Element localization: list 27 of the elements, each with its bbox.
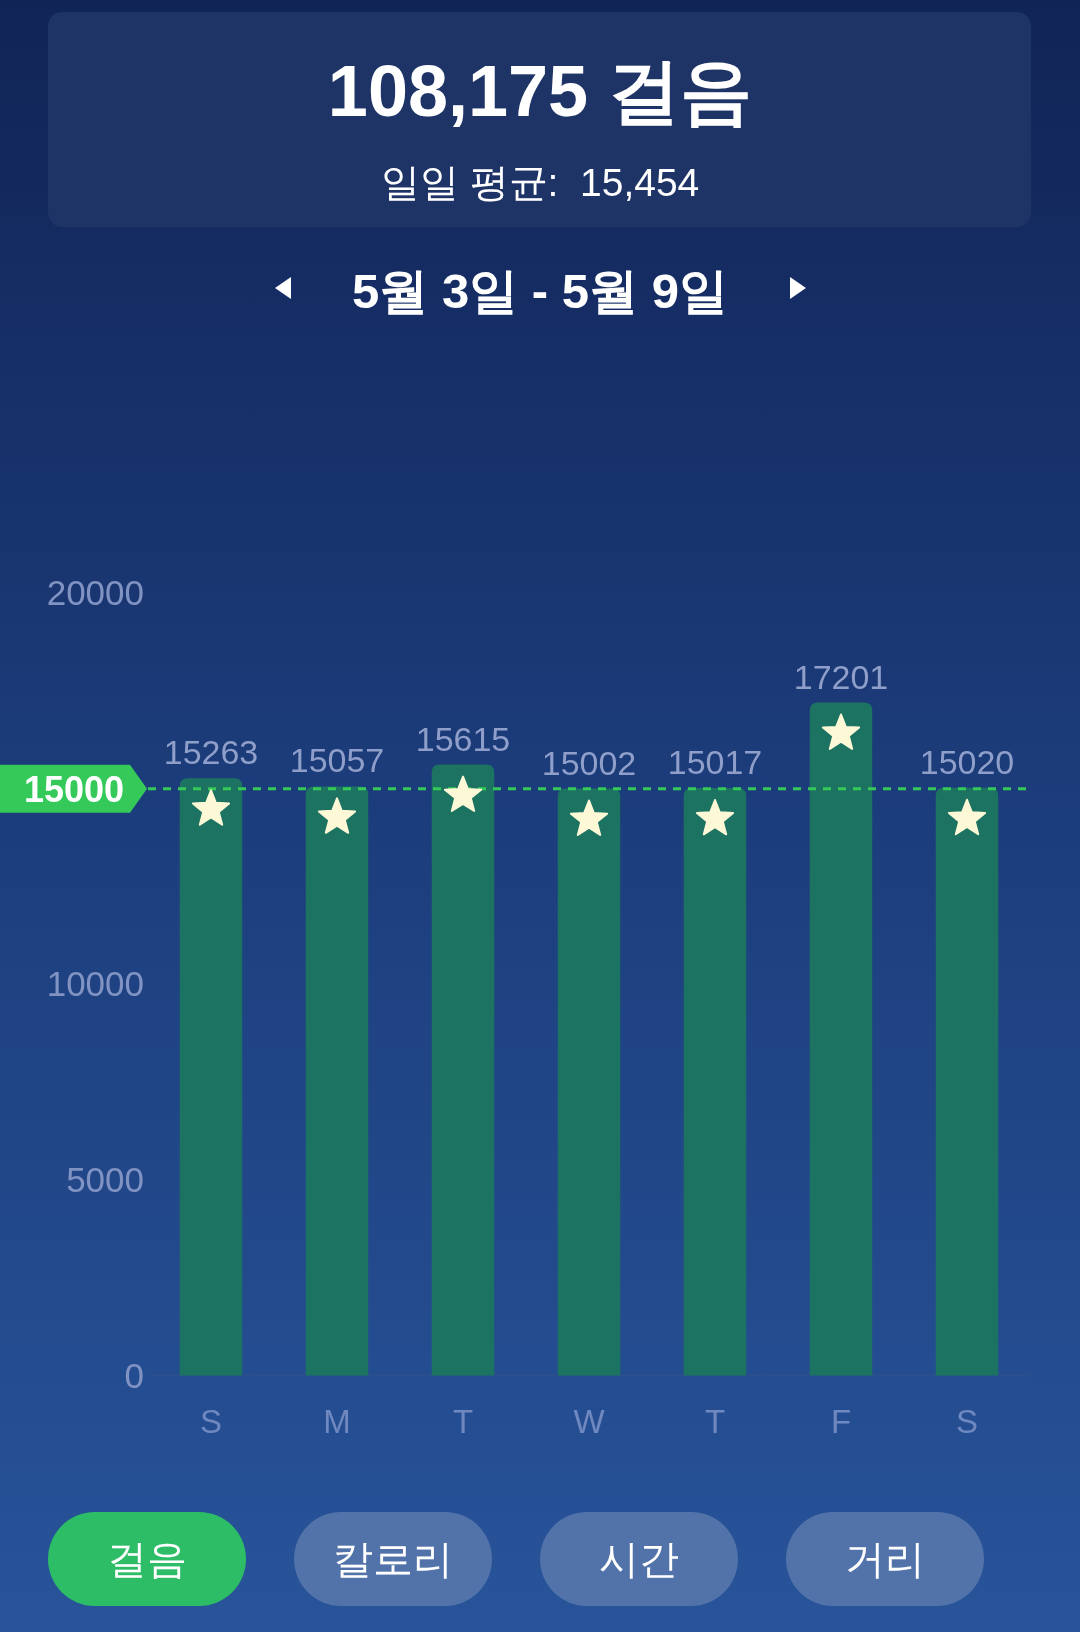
x-tick-label: W xyxy=(573,1403,606,1440)
y-tick-label: 0 xyxy=(124,1355,144,1395)
x-tick-label: T xyxy=(704,1403,726,1440)
ref-label: 15000 xyxy=(0,764,147,813)
y-tick-label: 20000 xyxy=(46,573,144,612)
button: 거리 xyxy=(786,1512,984,1606)
data-label: 15263 xyxy=(163,733,259,772)
title: 108,175 걸음 xyxy=(327,51,753,131)
subtitle: 일일 평균: 15,454 xyxy=(380,161,700,204)
x-tick-label: F xyxy=(830,1403,852,1440)
data-label: 15020 xyxy=(919,742,1015,781)
data-label: 15017 xyxy=(667,742,763,781)
y-tick-label: 5000 xyxy=(66,1159,144,1199)
button: 시간 xyxy=(540,1512,738,1606)
period: 5월 3일 - 5월 9일 xyxy=(352,264,728,318)
x-tick-label: M xyxy=(323,1403,351,1440)
x-tick-label: S xyxy=(199,1403,223,1440)
button: 칼로리 xyxy=(294,1512,492,1606)
data-label: 15057 xyxy=(289,741,385,780)
data-label: 15615 xyxy=(415,719,511,758)
button: 걸음 xyxy=(48,1512,246,1606)
ref-line-label: 15000 xyxy=(23,768,125,810)
x-tick-label: S xyxy=(955,1403,979,1440)
x-tick-label: T xyxy=(452,1403,474,1440)
data-label: 17201 xyxy=(793,657,889,696)
y-tick-label: 10000 xyxy=(46,964,144,1004)
data-label: 15002 xyxy=(541,743,637,782)
